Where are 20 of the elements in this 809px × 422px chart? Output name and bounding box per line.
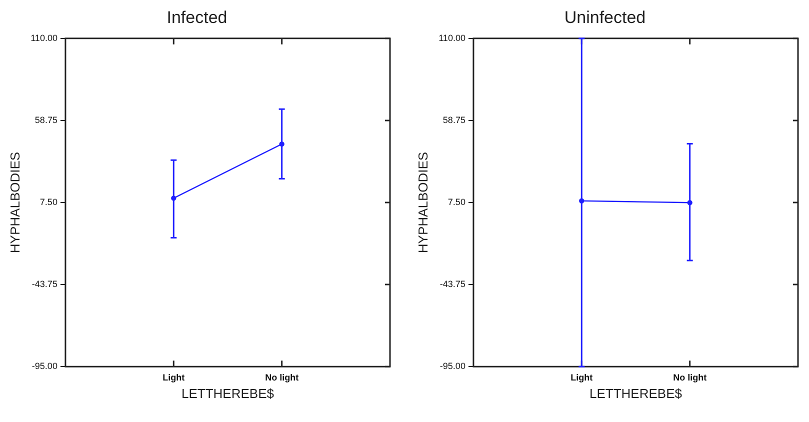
x-axis-title: LETTHEREBE$ (181, 386, 275, 401)
y-tick-label: 110.00 (30, 32, 58, 43)
x-tick-label: No light (673, 372, 707, 382)
y-axis-title: HYPHALBODIES (7, 152, 22, 254)
x-tick-label: No light (265, 372, 299, 382)
y-tick-label: 7.50 (40, 196, 58, 207)
x-axis-title: LETTHEREBE$ (589, 386, 683, 401)
y-tick-label: 7.50 (448, 196, 466, 207)
y-tick-label: -43.75 (440, 279, 466, 290)
chart-title: Infected (166, 8, 228, 27)
y-tick-label: 58.75 (34, 114, 58, 125)
y-tick-label: 58.75 (442, 114, 466, 125)
y-tick-label: -43.75 (32, 279, 58, 290)
y-tick-label: 110.00 (438, 32, 466, 43)
y-tick-label: -95.00 (440, 361, 466, 372)
y-axis-title: HYPHALBODIES (415, 152, 430, 254)
y-tick-label: -95.00 (32, 361, 58, 372)
x-tick-label: Light (570, 372, 593, 382)
x-tick-label: Light (162, 372, 185, 382)
chart-title: Uninfected (564, 8, 646, 27)
